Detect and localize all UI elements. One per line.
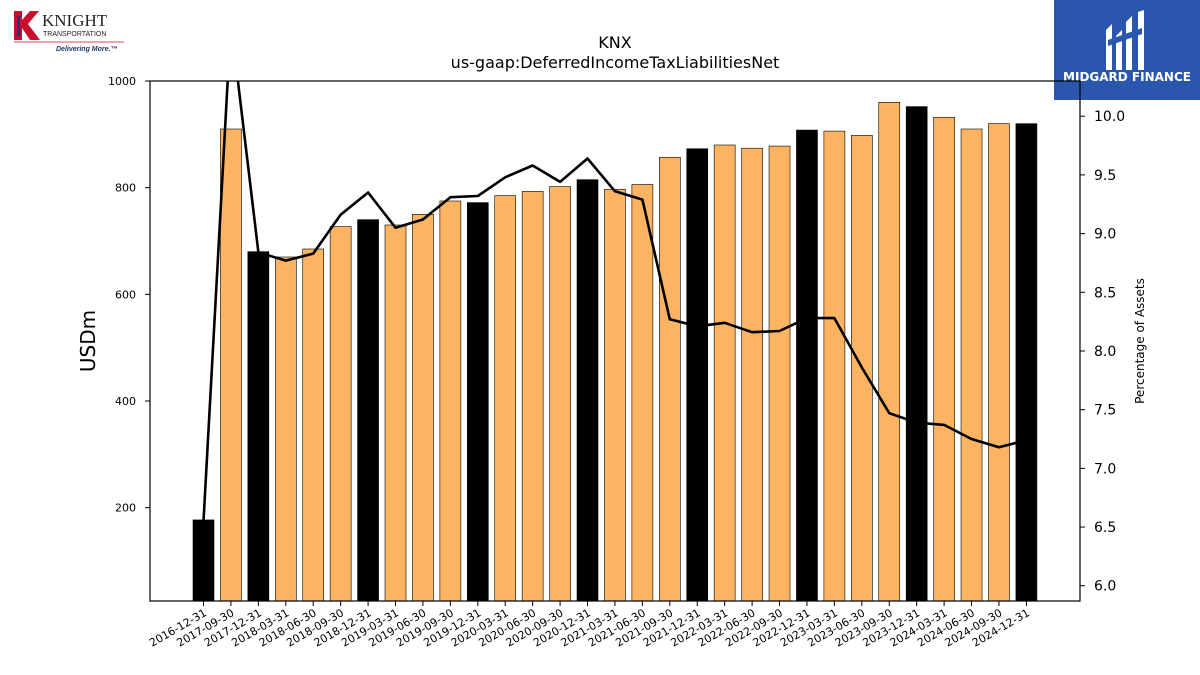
bar-quarterly [960,128,983,602]
bar-annual [466,202,489,602]
bar-quarterly [549,186,571,602]
bar-quarterly [713,144,736,602]
bar-annual [905,106,928,602]
bar-quarterly [494,195,517,602]
left-axis-ticks: 200 400 600 800 1000 [108,75,150,515]
knight-transportation-logo: KNIGHT TRANSPORTATION Delivering More.™ [14,11,124,53]
knight-k-mark [14,11,40,40]
bar-quarterly [741,147,763,602]
midgard-emblem [1106,10,1144,70]
bar-annual [576,179,599,602]
y-right-tick-label: 9.5 [1094,168,1116,184]
line-series-layer [202,81,1027,522]
knight-tagline: Delivering More.™ [56,46,117,53]
bar-quarterly [988,123,1010,602]
knight-sub-wordmark: TRANSPORTATION [43,31,106,38]
bar-quarterly [768,145,791,602]
y-tick-label: 400 [115,395,136,408]
bar-annual [1015,123,1038,602]
y-right-tick-label: 8.0 [1094,344,1116,360]
y-right-tick-label: 9.0 [1094,227,1116,243]
bar-quarterly [823,130,846,602]
y-right-tick-label: 6.0 [1094,579,1116,595]
y-right-tick-label: 6.5 [1094,520,1116,536]
plot-frame [149,80,1081,602]
x-axis-ticks: 2016-12-312017-09-302017-12-312018-03-31… [147,601,1032,650]
y-right-tick-label: 7.5 [1094,403,1116,419]
y-tick-label: 1000 [108,75,136,88]
bar-quarterly [521,191,544,602]
bar-quarterly [302,248,325,602]
bar-quarterly [329,226,352,602]
chart-title: KNX [598,33,631,52]
bar-annual [686,148,709,602]
knight-wordmark: KNIGHT [42,11,108,30]
bar-quarterly [933,116,955,602]
bar-quarterly [604,188,626,602]
bar-quarterly [412,214,434,602]
bar-quarterly [439,200,462,602]
bar-quarterly [631,184,654,602]
bar-quarterly [384,224,407,602]
bar-quarterly [659,156,681,602]
bar-annual [247,251,270,602]
bar-annual [192,519,215,602]
midgard-finance-logo: MIDGARD FINANCE [1054,0,1200,100]
chart-subtitle: us-gaap:DeferredIncomeTaxLiabilitiesNet [451,53,780,72]
y-tick-label: 200 [115,502,136,515]
y-axis-right-label: Percentage of Assets [1133,278,1147,404]
bar-quarterly [220,128,242,602]
bar-quarterly [878,102,901,602]
bar-series [192,102,1038,602]
knight-k-accent [17,16,20,36]
right-axis-ticks: 6.0 6.5 7.0 7.5 8.0 8.5 9.0 9.5 10.0 [1080,109,1125,595]
bar-quarterly [274,256,297,602]
bar-annual [796,129,818,602]
y-right-tick-label: 10.0 [1094,109,1125,125]
y-axis-label: USDm [76,310,100,372]
y-tick-label: 800 [115,182,136,195]
y-right-tick-label: 8.5 [1094,285,1116,301]
percentage-of-assets-line [202,81,1027,522]
midgard-wordmark: MIDGARD FINANCE [1063,70,1191,84]
y-right-tick-label: 7.0 [1094,461,1116,477]
bar-annual [357,219,379,602]
y-tick-label: 600 [115,288,136,301]
